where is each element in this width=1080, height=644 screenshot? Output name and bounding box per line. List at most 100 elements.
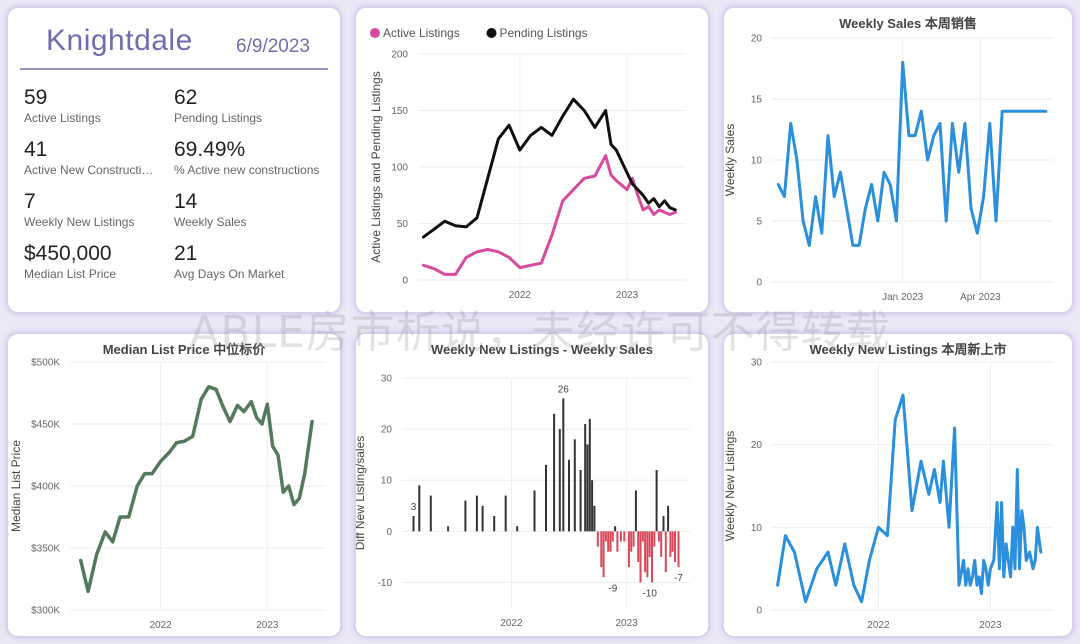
bar [481,505,484,532]
x-tick-label: 2022 [867,620,890,631]
bar [504,495,507,532]
y-tick-label: -10 [378,578,393,589]
y-tick-label: 0 [756,606,762,617]
y-tick-label: 20 [751,440,763,451]
bar [627,531,630,568]
y-tick-label: 0 [402,276,408,287]
bar [607,531,610,552]
weekly-new-listings-chart-card: Weekly New Listings 本周新上市 0 10 20 30 2022 2023… [722,332,1074,638]
y-tick-label: 20 [381,425,393,436]
y-tick-label: 100 [391,163,408,174]
kpi-pending-listings: 62 Pending Listings [174,86,324,126]
kpi-value: $450,000 [24,242,112,265]
bar [447,526,450,532]
bar [660,531,663,557]
bar [573,439,576,532]
y-axis-label: Active Listings and Pending Listings [369,71,383,262]
bar [669,531,672,557]
legend-label: Active Listings [383,26,460,40]
bar [593,505,596,532]
bar [630,531,633,552]
legend-label: Pending Listings [500,26,588,40]
kpi-value: 41 [24,138,48,161]
bar [641,531,644,542]
kpi-label: Median List Price [24,267,117,281]
bar [632,531,635,547]
bar [667,505,670,532]
bar [464,500,467,532]
y-tick-label: 15 [751,95,763,106]
kpi-label: Active Listings [24,111,101,125]
data-label: 26 [558,384,570,395]
series-line-weekly_sales [776,60,1048,247]
y-tick-label: $500K [31,358,60,369]
y-axis-label: Weekly New Listings [724,431,737,541]
bar [418,485,421,532]
legend-marker [486,28,497,38]
kpi-active-new-construction: 41 Active New Construction Listings [24,138,158,178]
x-tick-label: 2022 [150,620,173,631]
bar [671,531,674,552]
kpi-label: Weekly New Listings [24,215,135,229]
y-tick-label: 30 [381,374,393,385]
kpi-weekly-sales: 14 Weekly Sales [174,190,324,230]
bar [609,531,612,552]
data-label: -9 [608,583,617,594]
bar [637,531,640,562]
kpi-value: 69.49% [174,138,246,161]
bar [674,531,676,562]
y-tick-label: 10 [751,156,763,167]
bar [657,531,660,542]
bar [429,495,432,532]
y-tick-label: 200 [391,50,408,61]
median-list-price-chart-card: Median List Price 中位标价 $300K $350K $400K $45… [6,332,342,638]
y-tick-label: 20 [751,34,763,45]
kpi-avg-days-on-market: 21 Avg Days On Market [174,242,324,282]
bar [664,531,667,573]
y-tick-label: $350K [31,544,60,555]
bar [568,459,570,532]
chart-title: Weekly New Listings 本周新上市 [810,342,1007,357]
bar [646,531,649,578]
x-tick-label: Jan 2023 [882,292,924,303]
y-tick-label: 0 [756,278,762,289]
bar [677,531,680,568]
series-line-median_list_price [78,385,314,594]
y-tick-label: 0 [386,527,392,538]
diff-listings-sales-chart-card: Weekly New Listings - Weekly Sales -10 0 10… [354,332,710,638]
bar [562,398,565,532]
diff-listings-sales-chart: Weekly New Listings - Weekly Sales -10 0 10… [356,342,690,629]
x-tick-label: 2022 [500,618,523,629]
bar [644,531,647,573]
kpi-value: 59 [24,86,48,109]
bar [653,531,656,547]
bar [648,531,651,557]
kpi-date: 6/9/2023 [236,36,310,57]
bar [516,526,519,532]
y-tick-label: $300K [31,606,60,617]
bar [604,531,607,542]
x-tick-label: Apr 2023 [960,292,1001,303]
bar [602,531,605,578]
bar [600,531,603,568]
data-label: -7 [674,573,683,584]
kpi-value: 21 [174,242,198,265]
series-line-weekly_new_listings [776,393,1043,604]
bar [475,495,478,532]
kpi-active-listings: 59 Active Listings [24,86,174,126]
y-tick-label: 10 [381,476,393,487]
bar [493,516,496,532]
x-tick-label: 2023 [616,618,639,629]
bar [655,470,658,532]
y-axis-label: Weekly Sales [724,124,737,196]
weekly-sales-chart-card: Weekly Sales 本周销售 0 5 10 15 20 Jan 2023 Apr 202… [722,6,1074,314]
kpi-label: Pending Listings [174,111,263,125]
y-axis-label: Median List Price [9,440,23,532]
weekly-sales-chart: Weekly Sales 本周销售 0 5 10 15 20 Jan 2023 Apr 202… [724,16,1052,303]
chart-title: Median List Price 中位标价 [103,342,267,357]
x-tick-label: 2023 [616,290,639,301]
x-tick-label: 2023 [256,620,279,631]
series-line-pending-listings [421,97,677,239]
x-tick-label: 2023 [979,620,1002,631]
bar [634,490,637,532]
